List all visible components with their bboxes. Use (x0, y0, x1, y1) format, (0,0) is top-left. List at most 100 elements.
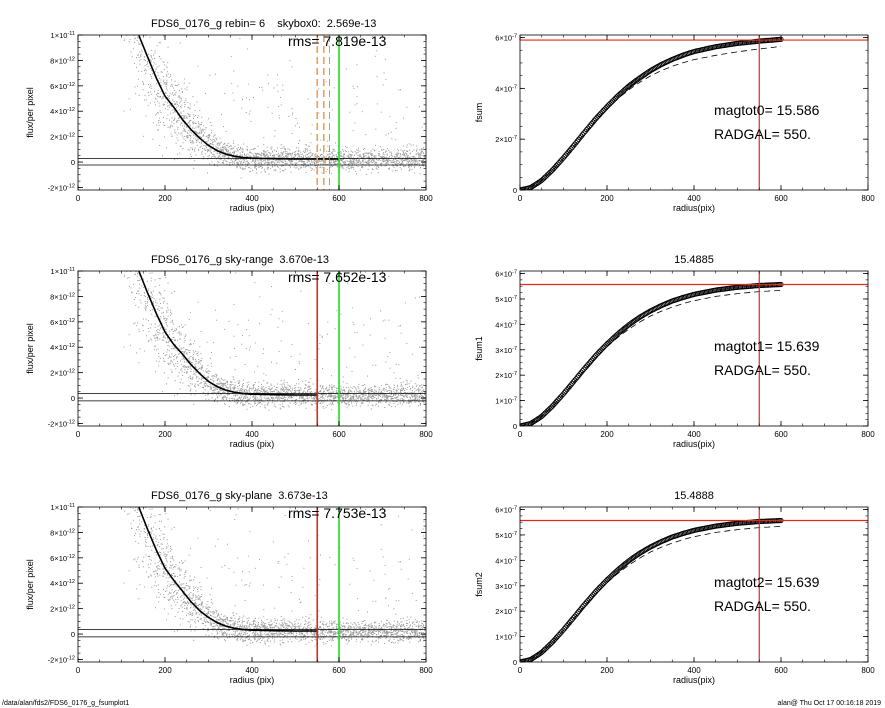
scatter-point (267, 402, 269, 404)
scatter-point (352, 130, 354, 132)
scatter-point (316, 173, 318, 175)
scatter-point (297, 386, 299, 388)
scatter-point (261, 152, 263, 154)
scatter-point (142, 82, 144, 84)
scatter-point (320, 139, 322, 141)
scatter-point (383, 158, 385, 160)
scatter-point (295, 167, 297, 169)
scatter-point (268, 163, 270, 165)
scatter-point (297, 168, 299, 170)
scatter-point (256, 169, 257, 171)
scatter-point (262, 388, 264, 390)
scatter-point (287, 155, 289, 157)
scatter-point (393, 387, 395, 388)
scatter-point (322, 396, 324, 398)
scatter-point (129, 135, 130, 136)
scatter-point (356, 396, 358, 397)
scatter-point (233, 335, 235, 337)
scatter-point (367, 400, 369, 402)
scatter-point (160, 112, 162, 113)
scatter-point (339, 163, 341, 165)
scatter-point (315, 389, 317, 391)
scatter-point (124, 255, 125, 256)
scatter-point (194, 363, 196, 365)
scatter-point (401, 162, 403, 164)
scatter-point (367, 153, 369, 155)
scatter-point (154, 286, 156, 288)
scatter-point (261, 386, 263, 388)
scatter-point (250, 158, 251, 160)
scatter-point (239, 385, 240, 386)
scatter-point (160, 82, 162, 84)
scatter-point (150, 55, 152, 57)
scatter-point (156, 66, 158, 68)
scatter-point (265, 407, 266, 409)
scatter-point (188, 130, 190, 132)
scatter-point (328, 153, 330, 155)
scatter-point (368, 163, 370, 165)
scatter-point (167, 114, 169, 116)
scatter-point (332, 395, 334, 397)
scatter-point (135, 128, 136, 129)
scatter-point (285, 161, 287, 163)
scatter-point (241, 160, 243, 162)
scatter-point (138, 264, 139, 265)
scatter-point (364, 158, 366, 160)
scatter-point (288, 153, 290, 155)
scatter-point (282, 398, 284, 400)
scatter-point (345, 398, 347, 400)
scatter-point (324, 393, 326, 395)
scatter-point (331, 173, 333, 175)
scatter-point (342, 166, 344, 168)
scatter-point (242, 158, 244, 160)
scatter-point (199, 383, 201, 385)
scatter-point (176, 120, 178, 122)
scatter-point (393, 162, 395, 164)
scatter-point (393, 159, 394, 161)
scatter-point (368, 155, 370, 157)
scatter-point (315, 167, 317, 169)
scatter-point (170, 85, 172, 87)
scatter-point (143, 266, 144, 267)
scatter-point (229, 153, 231, 155)
x-tick-label: 800 (419, 194, 433, 203)
scatter-point (368, 152, 369, 154)
scatter-point (317, 395, 319, 397)
scatter-point (303, 165, 305, 167)
scatter-point (254, 166, 256, 168)
scatter-point (226, 397, 228, 399)
scatter-point (258, 386, 259, 387)
scatter-point (321, 395, 323, 397)
scatter-point (286, 389, 288, 391)
scatter-point (224, 159, 226, 161)
scatter-point (350, 167, 352, 169)
scatter-point (169, 362, 171, 364)
scatter-point (298, 395, 300, 397)
scatter-point (413, 398, 415, 400)
scatter-point (360, 402, 362, 404)
scatter-point (202, 365, 203, 367)
scatter-point (135, 93, 137, 95)
scatter-point (420, 167, 422, 169)
scatter-point (280, 144, 282, 146)
scatter-point (175, 368, 177, 370)
scatter-point (150, 295, 152, 297)
scatter-point (209, 370, 211, 372)
scatter-point (217, 142, 219, 144)
scatter-point (422, 159, 424, 161)
scatter-point (300, 387, 302, 389)
scatter-point (216, 385, 218, 386)
scatter-point (206, 372, 208, 374)
scatter-point (146, 302, 148, 304)
scatter-point (155, 301, 156, 303)
scatter-point (197, 117, 198, 118)
scatter-point (232, 384, 234, 385)
scatter-point (200, 124, 202, 126)
scatter-point (354, 401, 356, 403)
scatter-point (137, 273, 139, 275)
scatter-point (367, 157, 369, 159)
scatter-point (222, 382, 224, 384)
scatter-point (328, 156, 330, 158)
scatter-point (399, 158, 401, 160)
scatter-point (177, 126, 179, 128)
